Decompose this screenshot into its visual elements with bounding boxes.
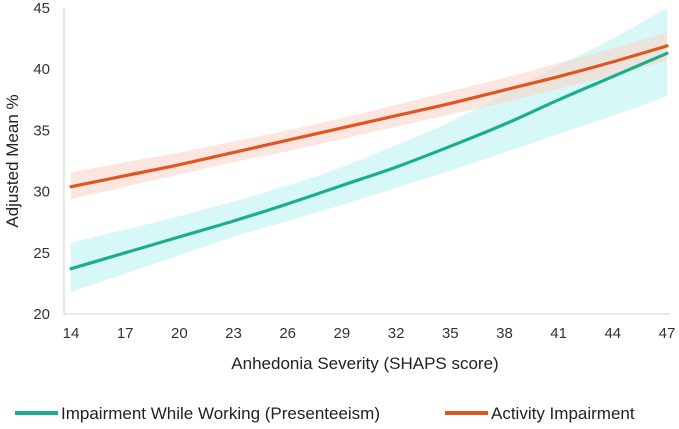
y-tick-label: 20 [33,306,50,323]
x-tick-label: 47 [659,325,676,342]
x-tick-label: 35 [442,325,459,342]
y-tick-label: 40 [33,61,50,78]
x-tick-label: 23 [225,325,242,342]
series-line-activity-impairment [69,44,669,189]
legend-label-activity-impairment: Activity Impairment [491,404,635,423]
ci-band-activity-impairment [71,32,667,199]
legend-label-presenteeism: Impairment While Working (Presenteeism) [61,404,380,423]
ci-band-layer [71,8,667,292]
x-tick-label: 32 [388,325,405,342]
x-tick-label: 14 [63,325,80,342]
x-axis-title: Anhedonia Severity (SHAPS score) [231,354,498,373]
x-tick-label: 17 [117,325,134,342]
series-line-layer [69,44,669,271]
legend: Impairment While Working (Presenteeism) … [15,404,635,423]
y-axis-title: Adjusted Mean % [3,94,22,227]
x-tick-label: 29 [334,325,351,342]
ci-band-presenteeism [71,8,667,292]
y-tick-label: 45 [33,0,50,17]
y-tick-labels: 20 25 30 35 40 45 [33,0,50,323]
x-tick-labels: 14 17 20 23 26 29 32 35 38 41 44 47 [63,325,676,342]
y-tick-label: 35 [33,122,50,139]
y-tick-label: 30 [33,184,50,201]
series-line-presenteeism [69,51,669,271]
x-tick-label: 20 [171,325,188,342]
x-tick-label: 41 [550,325,567,342]
y-tick-label: 25 [33,245,50,262]
x-tick-label: 26 [279,325,296,342]
x-tick-label: 44 [604,325,621,342]
x-tick-label: 38 [496,325,513,342]
